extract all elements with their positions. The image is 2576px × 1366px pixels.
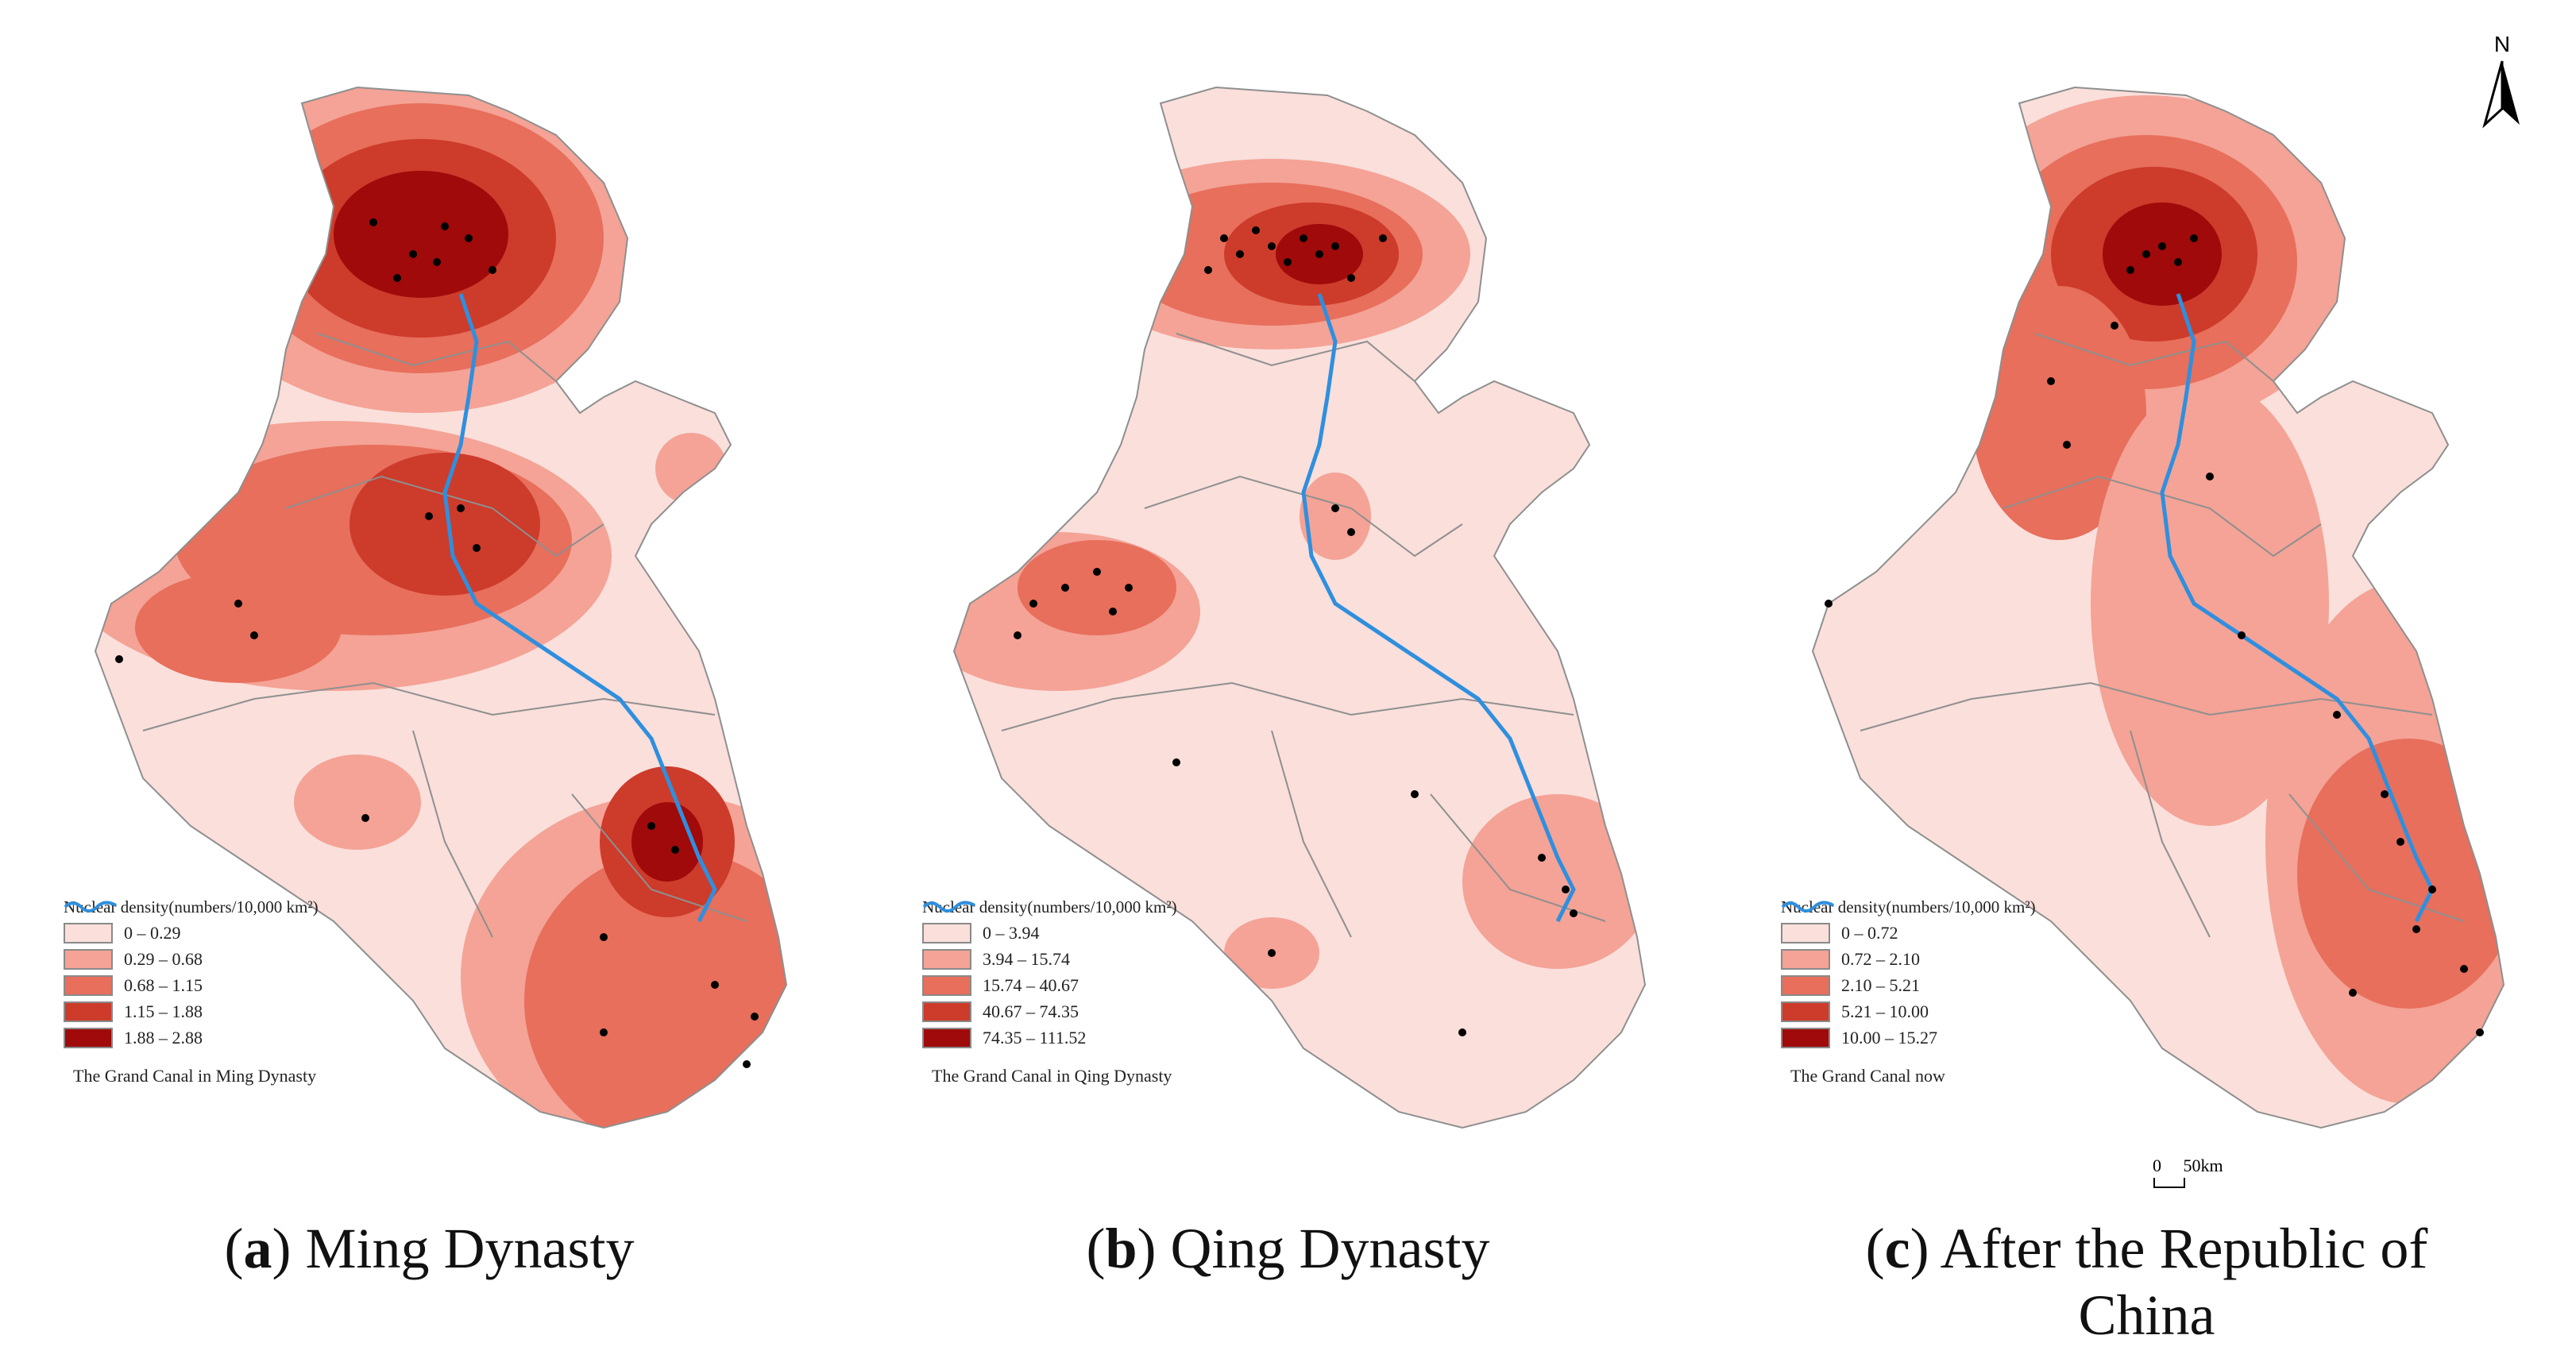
legend-class-5: 1.88 – 2.88 [64,1028,319,1048]
map-panel-ming: Nuclear density(numbers/10,000 km²) 0 – … [0,0,859,1366]
legend-class-1: 0 – 0.29 [64,923,319,943]
legend-class-2: 0.72 – 2.10 [1781,949,2036,970]
site-points [1825,234,2484,1036]
legend-class-2: 0.29 – 0.68 [64,949,319,970]
canal-line-icon [64,901,117,913]
legend-class-2: 3.94 – 15.74 [922,949,1177,970]
canal-line-icon [1781,901,1834,913]
legend-class-1: 0 – 0.72 [1781,923,2036,943]
scale-bar-icon [2153,1178,2185,1188]
legend-class-4: 40.67 – 74.35 [922,1001,1177,1022]
legend-class-1: 0 – 3.94 [922,923,1177,943]
legend-title: Nuclear density(numbers/10,000 km²) [64,897,319,916]
map-panel-republic: Nuclear density(numbers/10,000 km²) 0 – … [1717,0,2576,1366]
legend-class-5: 10.00 – 15.27 [1781,1028,2036,1048]
scale-bar: 0 50km [2153,1156,2223,1188]
canal-line-icon [922,901,975,913]
site-points [115,218,759,1068]
site-points [1014,226,1578,1036]
legend-class-4: 5.21 – 10.00 [1781,1001,2036,1022]
north-arrow-icon [2482,60,2520,129]
legend-canal: The Grand Canal now [1781,901,2036,1086]
north-arrow: N [2478,32,2526,133]
province-boundaries [953,87,1646,1129]
legend-canal: The Grand Canal in Ming Dynasty [64,901,319,1086]
caption-c: (c) After the Republic of China [1865,1217,2428,1347]
grand-canal-qing [1301,293,1576,923]
caption-a: (a) Ming Dynasty [224,1217,635,1280]
legend-canal: The Grand Canal in Qing Dynasty [922,901,1177,1086]
scale-zero: 0 [2153,1156,2161,1175]
legend-ming: Nuclear density(numbers/10,000 km²) 0 – … [64,897,319,1086]
legend-class-5: 74.35 – 111.52 [922,1028,1177,1048]
legend-republic: Nuclear density(numbers/10,000 km²) 0 – … [1781,897,2036,1086]
legend-title: Nuclear density(numbers/10,000 km²) [922,897,1177,916]
map-panel-qing: Nuclear density(numbers/10,000 km²) 0 – … [859,0,1717,1366]
caption-b: (b) Qing Dynasty [1086,1217,1490,1280]
density-map-qing [953,87,1646,1129]
legend-class-3: 2.10 – 5.21 [1781,975,2036,996]
legend-title: Nuclear density(numbers/10,000 km²) [1781,897,2036,916]
legend-class-4: 1.15 – 1.88 [64,1001,319,1022]
grand-canal-now [2160,293,2435,923]
legend-class-3: 0.68 – 1.15 [64,975,319,996]
legend-qing: Nuclear density(numbers/10,000 km²) 0 – … [922,897,1177,1086]
density-map-republic [1812,87,2505,1129]
grand-canal-ming [442,293,717,923]
legend-class-3: 15.74 – 40.67 [922,975,1177,996]
north-label: N [2493,32,2511,56]
density-map-ming [95,87,787,1129]
scale-distance: 50km [2183,1156,2223,1175]
